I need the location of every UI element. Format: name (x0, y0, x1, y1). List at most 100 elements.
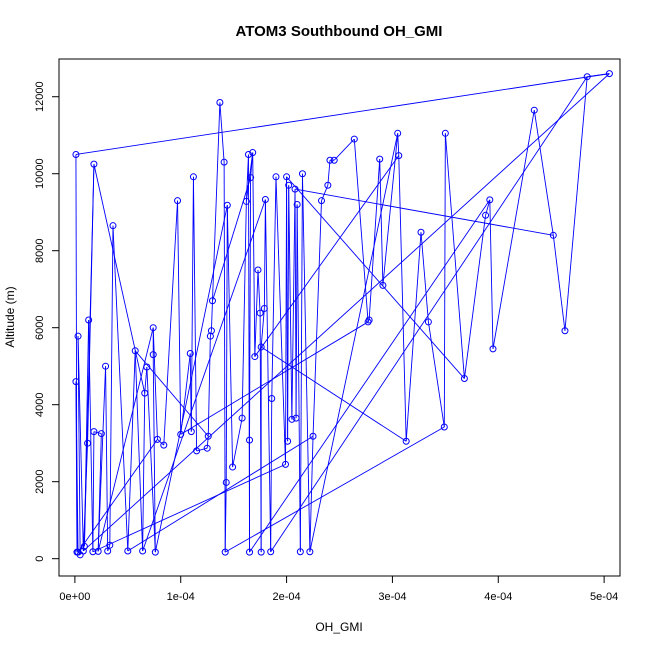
data-point (284, 437, 292, 445)
series-segment (382, 133, 399, 286)
series-segment (260, 346, 407, 442)
series-segment (142, 393, 146, 551)
series-segment (379, 159, 384, 286)
series-segment (223, 162, 226, 553)
series-segment (232, 418, 243, 468)
series-segment (109, 225, 114, 546)
data-point (242, 197, 250, 205)
data-point (97, 430, 105, 438)
series-segment (270, 398, 273, 552)
data-point (94, 547, 102, 555)
data-point (106, 541, 114, 549)
data-point (149, 351, 157, 359)
data-point (174, 197, 182, 205)
data-point (460, 375, 468, 383)
data-point (285, 181, 293, 189)
data-point (257, 343, 265, 351)
y-tick-label: 10000 (34, 158, 46, 189)
series-segment (252, 152, 256, 357)
series-segment (257, 269, 261, 314)
series-segment (294, 188, 554, 236)
x-tick-label: 3e-04 (378, 591, 406, 603)
data-point (296, 548, 304, 556)
data-point (260, 304, 268, 312)
series-segment (427, 321, 445, 428)
y-tick-label: 2000 (34, 469, 46, 493)
series-segment (533, 110, 554, 236)
series-segment (492, 110, 535, 349)
data-point (256, 309, 264, 317)
data-point (395, 152, 403, 160)
data-point (131, 347, 139, 355)
data-point (238, 414, 246, 422)
series-segment (270, 76, 588, 552)
series-segment (398, 155, 407, 442)
series-segment (286, 176, 465, 379)
data-point (417, 228, 425, 236)
series-segment (112, 225, 129, 551)
data-point (309, 432, 317, 440)
series-segment (77, 336, 84, 551)
data-point (79, 547, 87, 555)
series-segment (312, 200, 322, 437)
series-segment (254, 155, 400, 357)
data-point (229, 463, 237, 471)
series-segment (368, 159, 381, 321)
data-point (204, 432, 212, 440)
data-point (583, 73, 591, 81)
data-point (89, 548, 97, 556)
data-point (261, 196, 269, 204)
x-axis-label: OH_GMI (315, 620, 362, 634)
series-segment (77, 439, 158, 553)
data-point (283, 173, 291, 181)
data-point (153, 435, 161, 443)
series-segment (142, 199, 266, 552)
series-segment (397, 133, 400, 156)
series-points (72, 70, 613, 559)
series-segment (463, 215, 487, 379)
data-point (251, 353, 259, 361)
y-tick-label: 4000 (34, 392, 46, 416)
series-segment (127, 350, 136, 551)
series-segment (309, 133, 399, 552)
series-segment (353, 139, 369, 322)
data-point (561, 327, 569, 335)
data-point (72, 378, 80, 386)
series-segment (83, 73, 610, 552)
data-point (282, 460, 290, 468)
series-segment (144, 366, 148, 394)
data-point (187, 428, 195, 436)
series-segment (207, 336, 211, 437)
series-segment (146, 366, 156, 553)
data-point (268, 395, 276, 403)
series-segment (249, 177, 252, 441)
series-segment (192, 176, 198, 451)
series-segment (157, 439, 165, 446)
data-point (330, 156, 338, 164)
series-lines (75, 73, 610, 556)
data-point (143, 363, 151, 371)
data-point (326, 156, 334, 164)
data-point (298, 170, 306, 178)
data-point (177, 430, 185, 438)
series-segment (444, 133, 465, 379)
series-segment (92, 463, 286, 553)
data-point (246, 548, 254, 556)
series-segment (241, 201, 247, 419)
series-segment (177, 200, 182, 435)
data-point (350, 135, 358, 143)
series-segment (327, 160, 331, 186)
y-tick-label: 6000 (34, 315, 46, 339)
x-tick-label: 4e-04 (484, 591, 512, 603)
data-point (376, 155, 384, 163)
series-segment (420, 232, 429, 322)
series-segment (564, 76, 588, 331)
data-point (440, 423, 448, 431)
y-axis-label: Altitude (m) (3, 286, 17, 347)
data-point (272, 173, 280, 181)
series-segment (443, 133, 446, 428)
data-point (90, 160, 98, 168)
series-segment (93, 431, 102, 435)
series-segment (299, 173, 303, 552)
